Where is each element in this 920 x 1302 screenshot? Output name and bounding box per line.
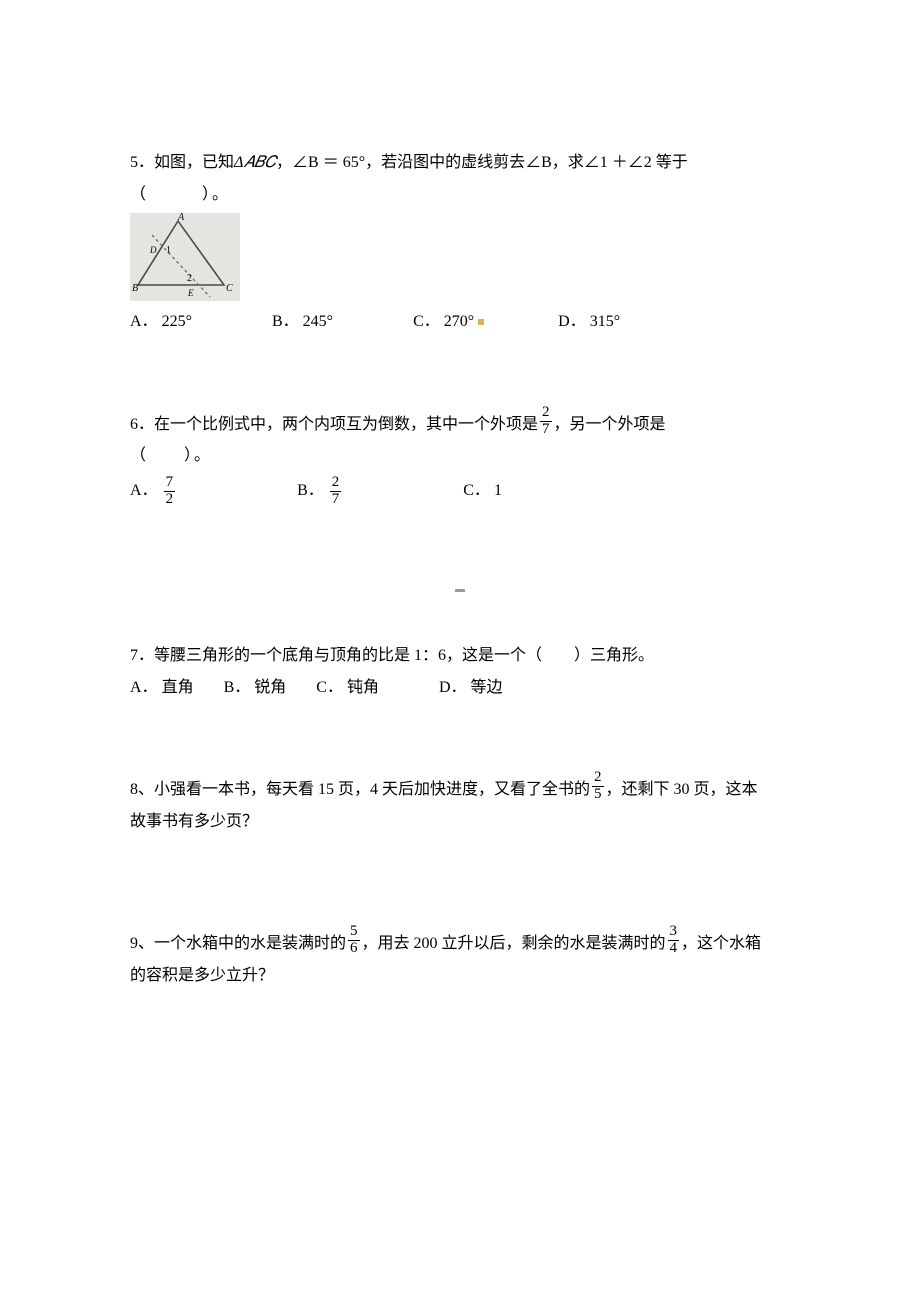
q7-body: 等腰三角形的一个底角与顶角的比是 1：6，这是一个（ ）三角形。: [154, 647, 654, 664]
question-9: 9、一个水箱中的水是装满时的 56 ，用去 200 立升以后，剩余的水是装满时的…: [130, 924, 790, 988]
q6-options: A． 72 B． 27 C． 1: [130, 475, 790, 508]
center-marker: [130, 577, 790, 603]
q5-opt-c: C． 270°: [413, 309, 488, 335]
q6-frac-main: 27: [538, 405, 554, 438]
label-ang1: 1: [166, 245, 171, 256]
label-C: C: [226, 283, 233, 294]
q6-text: 6．在一个比例式中，两个内项互为倒数，其中一个外项是 27 ，另一个外项是: [130, 405, 790, 438]
q6-opt-a: A． 72: [130, 475, 177, 508]
q9-part-a: 一个水箱中的水是装满时的: [154, 931, 346, 957]
q8-number: 8、: [130, 777, 154, 803]
q6-opt-c: C． 1: [463, 475, 502, 508]
q9-number: 9、: [130, 931, 154, 957]
cut-line: [152, 235, 210, 297]
q9-part-b: ，用去 200 立升以后，剩余的水是装满时的: [362, 931, 666, 957]
q5-paren: （ ）。: [130, 182, 790, 208]
q7-opt-d: D． 等边: [439, 675, 503, 701]
q9-line1: 9、一个水箱中的水是装满时的 56 ，用去 200 立升以后，剩余的水是装满时的…: [130, 924, 790, 957]
q5-options: A． 225° B． 245° C． 270° D． 315°: [130, 309, 790, 335]
q6-part-b: ，另一个外项是: [554, 412, 666, 438]
q8-line1: 8、小强看一本书，每天看 15 页，4 天后加快进度，又看了全书的 25 ，还剩…: [130, 770, 790, 803]
q5-abc: Δ𝐴𝐵𝐶: [234, 154, 276, 171]
label-ang2: 2: [187, 273, 192, 284]
label-B: B: [132, 283, 138, 294]
q7-opt-b: B． 锐角: [224, 675, 287, 701]
q5-opt-a: A． 225°: [130, 309, 192, 335]
label-A: A: [177, 213, 185, 223]
label-D: D: [149, 245, 157, 255]
q5-part-b: ，∠B ＝ 65°，若沿图中的虚线剪去∠B，求∠1 ＋∠2 等于: [276, 154, 688, 171]
question-8: 8、小强看一本书，每天看 15 页，4 天后加快进度，又看了全书的 25 ，还剩…: [130, 770, 790, 834]
question-6: 6．在一个比例式中，两个内项互为倒数，其中一个外项是 27 ，另一个外项是 （ …: [130, 405, 790, 508]
q8-frac: 25: [590, 770, 606, 803]
q9-line2: 的容积是多少立升？: [130, 963, 790, 989]
q9-frac2: 34: [666, 924, 682, 957]
q6-part-a: 在一个比例式中，两个内项互为倒数，其中一个外项是: [154, 412, 538, 438]
q6-opt-b-frac: 27: [328, 475, 344, 508]
q8-part-a: 小强看一本书，每天看 15 页，4 天后加快进度，又看了全书的: [154, 777, 590, 803]
q5-text: 5．如图，已知Δ𝐴𝐵𝐶，∠B ＝ 65°，若沿图中的虚线剪去∠B，求∠1 ＋∠2…: [130, 150, 790, 176]
question-5: 5．如图，已知Δ𝐴𝐵𝐶，∠B ＝ 65°，若沿图中的虚线剪去∠B，求∠1 ＋∠2…: [130, 150, 790, 335]
q7-number: 7．: [130, 647, 154, 664]
q6-opt-a-frac: 72: [162, 475, 178, 508]
q7-options: A． 直角 B． 锐角 C． 钝角 D． 等边: [130, 675, 790, 701]
q7-text: 7．等腰三角形的一个底角与顶角的比是 1：6，这是一个（ ）三角形。: [130, 643, 790, 669]
label-E: E: [187, 288, 194, 298]
dot-icon: [478, 319, 484, 325]
question-7: 7．等腰三角形的一个底角与顶角的比是 1：6，这是一个（ ）三角形。 A． 直角…: [130, 643, 790, 700]
q5-figure: A B C D E 1 2: [130, 213, 240, 301]
bar-icon: [455, 589, 465, 592]
q5-number: 5．: [130, 154, 154, 171]
q7-opt-a: A． 直角: [130, 675, 194, 701]
q8-line2: 故事书有多少页？: [130, 809, 790, 835]
q6-paren: （ ）。: [130, 443, 790, 469]
triangle-diagram-svg: A B C D E 1 2: [130, 213, 240, 301]
q8-part-b: ，还剩下 30 页，这本: [606, 777, 758, 803]
q5-opt-b: B． 245°: [272, 309, 333, 335]
q5-opt-d: D． 315°: [558, 309, 620, 335]
q6-opt-b: B． 27: [297, 475, 343, 508]
q9-frac1: 56: [346, 924, 362, 957]
q7-opt-c: C． 钝角: [316, 675, 379, 701]
q5-part-a: 如图，已知: [154, 154, 234, 171]
q6-number: 6．: [130, 412, 154, 438]
q9-part-c: ，这个水箱: [681, 931, 761, 957]
